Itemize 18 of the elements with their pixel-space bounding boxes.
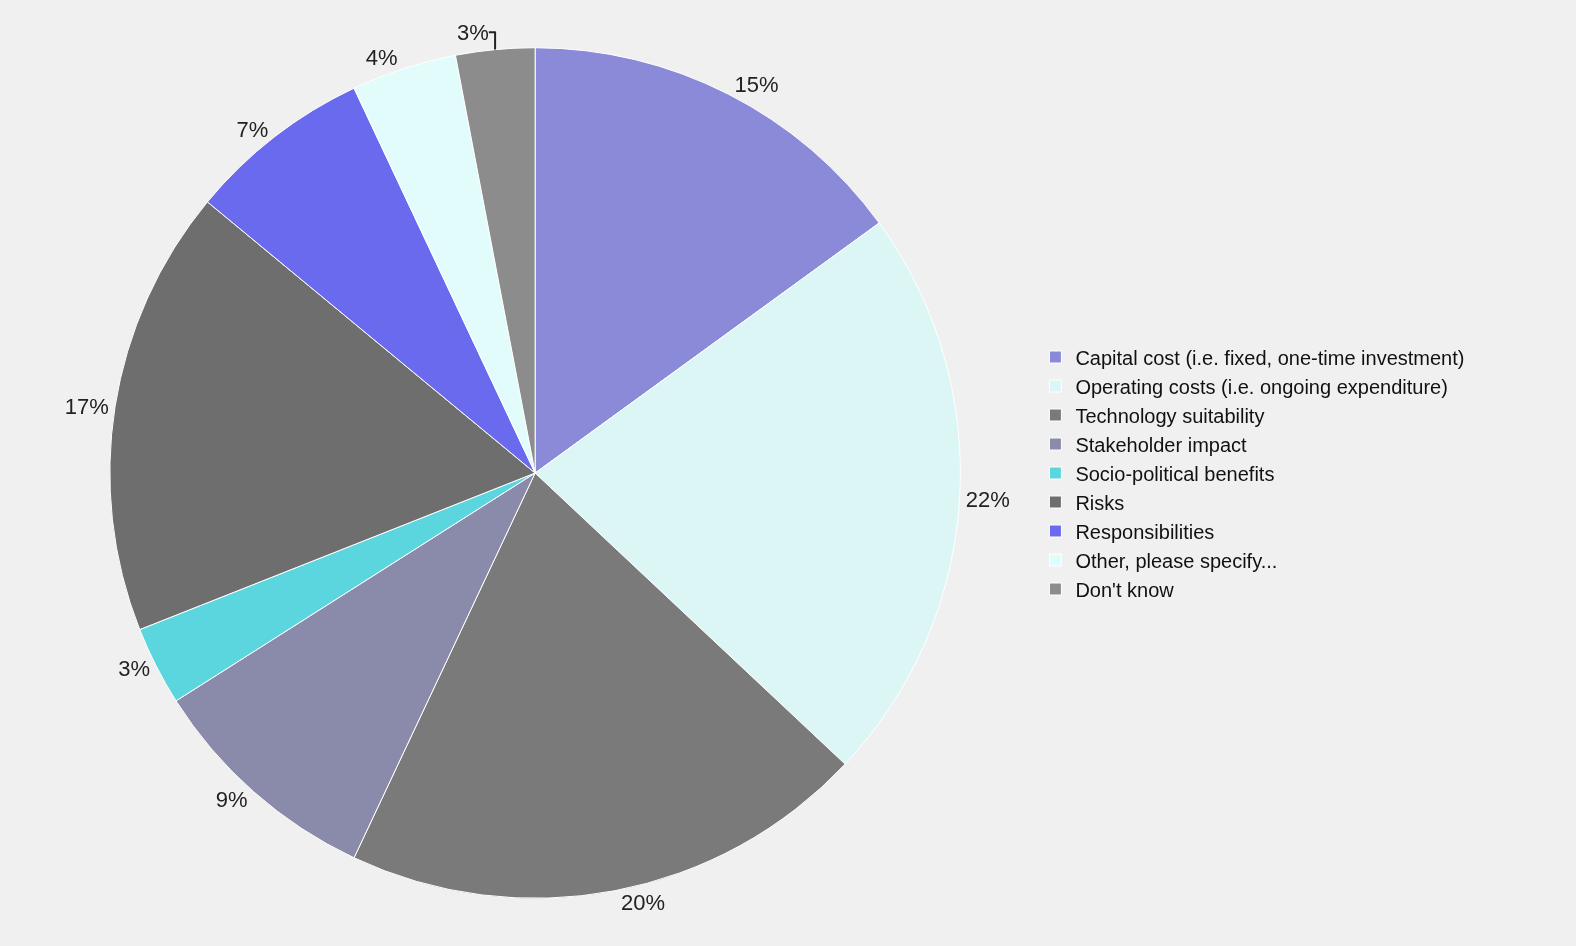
legend-label: Technology suitability [1075, 404, 1265, 427]
data-label: 3% [118, 656, 150, 682]
data-label: 7% [236, 116, 269, 142]
data-label: 3% [457, 19, 489, 45]
legend-label: Risks [1075, 491, 1125, 514]
legend-label: Don't know [1075, 578, 1175, 601]
legend-label: Other, please specify... [1075, 549, 1278, 572]
legend-label: Responsibilities [1075, 520, 1215, 543]
data-label: 20% [621, 890, 666, 916]
legend-label: Socio-political benefits [1075, 462, 1275, 485]
legend-label: Operating costs (i.e. ongoing expenditure) [1075, 375, 1448, 398]
data-label: 22% [965, 487, 1010, 513]
legend-label: Capital cost (i.e. fixed, one-time investment) [1075, 346, 1465, 369]
legend-label: Stakeholder impact [1075, 433, 1248, 456]
data-label: 4% [365, 44, 398, 70]
data-label: 9% [215, 786, 248, 812]
data-label: 15% [734, 71, 779, 97]
data-label: 17% [64, 393, 109, 419]
